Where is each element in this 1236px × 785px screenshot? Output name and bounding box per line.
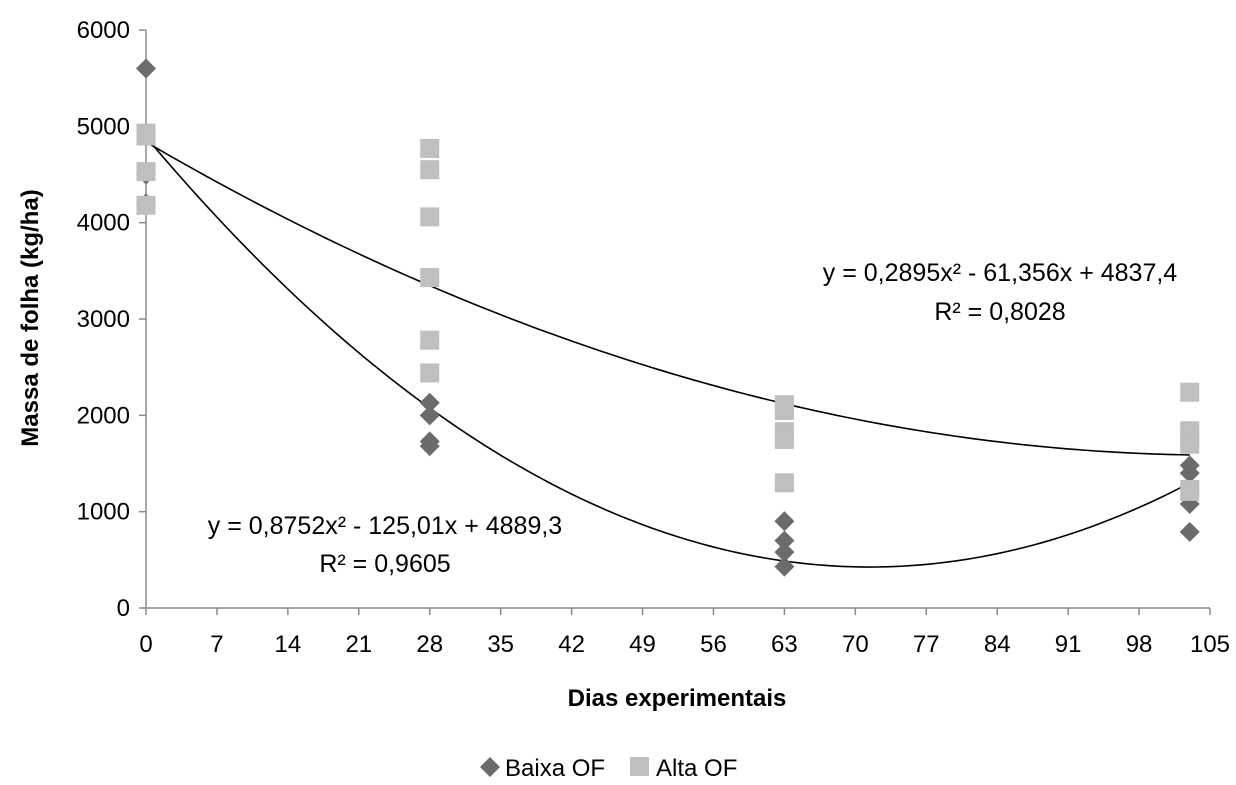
x-axis-title: Dias experimentais — [568, 685, 787, 712]
x-tick-label: 7 — [210, 631, 223, 658]
point-baixa — [774, 511, 795, 532]
x-tick-label: 28 — [416, 631, 443, 658]
x-tick-label: 77 — [913, 631, 940, 658]
point-alta — [1180, 481, 1200, 501]
point-baixa — [419, 392, 440, 413]
point-alta — [420, 160, 440, 180]
y-tick-label: 5000 — [77, 113, 130, 140]
legend-marker-baixa — [480, 757, 500, 777]
point-baixa — [419, 405, 440, 426]
point-alta — [774, 401, 794, 421]
y-axis-title: Massa de folha (kg/ha) — [17, 189, 44, 446]
x-tick-label: 49 — [629, 631, 656, 658]
trendline-baixa — [145, 136, 1191, 568]
point-alta — [420, 330, 440, 350]
y-tick-label: 0 — [117, 595, 130, 622]
point-alta — [774, 473, 794, 493]
y-axis: 0 1000 2000 3000 4000 5000 6000 — [77, 17, 147, 622]
x-tick-label: 0 — [139, 631, 152, 658]
point-alta — [420, 207, 440, 227]
point-alta — [136, 162, 156, 182]
point-baixa — [774, 542, 795, 563]
x-tick-label: 98 — [1126, 631, 1153, 658]
point-baixa — [774, 530, 795, 551]
point-baixa — [1179, 521, 1200, 542]
x-axis: 0 7 14 21 28 35 42 49 56 63 70 77 84 91 98 105 — [139, 607, 1230, 658]
alta-trendline-r2: R² = 0,8028 — [934, 298, 1065, 326]
legend: Baixa OF Alta OF — [480, 755, 737, 782]
x-tick-label: 105 — [1190, 631, 1230, 658]
data-points — [136, 58, 1200, 577]
legend-label-baixa: Baixa OF — [505, 755, 605, 782]
legend-marker-alta — [630, 757, 649, 776]
y-tick-label: 1000 — [77, 499, 130, 526]
x-tick-label: 56 — [700, 631, 727, 658]
y-tick-label: 2000 — [77, 402, 130, 429]
point-alta — [420, 363, 440, 383]
x-tick-label: 14 — [275, 631, 302, 658]
trendline-alta — [145, 141, 1190, 456]
alta-trendline-equation: y = 0,2895x² - 61,356x + 4837,4 — [823, 259, 1178, 287]
point-alta — [420, 138, 440, 158]
x-tick-label: 84 — [984, 631, 1011, 658]
point-alta — [1180, 434, 1200, 454]
point-baixa — [419, 436, 440, 457]
x-tick-label: 63 — [771, 631, 798, 658]
point-baixa — [136, 58, 156, 79]
trendlines — [145, 136, 1191, 568]
y-tick-label: 6000 — [77, 17, 130, 44]
point-baixa — [1179, 463, 1200, 484]
point-alta — [420, 268, 440, 288]
y-tick-label: 4000 — [77, 210, 130, 237]
x-tick-label: 70 — [842, 631, 869, 658]
point-alta — [1180, 382, 1200, 402]
x-tick-label: 91 — [1055, 631, 1082, 658]
y-tick-label: 3000 — [77, 306, 130, 333]
point-alta — [774, 429, 794, 449]
baixa-trendline-equation: y = 0,8752x² - 125,01x + 4889,3 — [208, 512, 562, 540]
x-tick-label: 35 — [487, 631, 514, 658]
legend-label-alta: Alta OF — [656, 755, 737, 782]
x-tick-label: 42 — [558, 631, 585, 658]
point-alta — [136, 126, 156, 146]
point-alta — [136, 195, 156, 215]
x-tick-label: 21 — [345, 631, 372, 658]
point-baixa — [774, 556, 795, 577]
baixa-trendline-r2: R² = 0,9605 — [319, 550, 450, 578]
